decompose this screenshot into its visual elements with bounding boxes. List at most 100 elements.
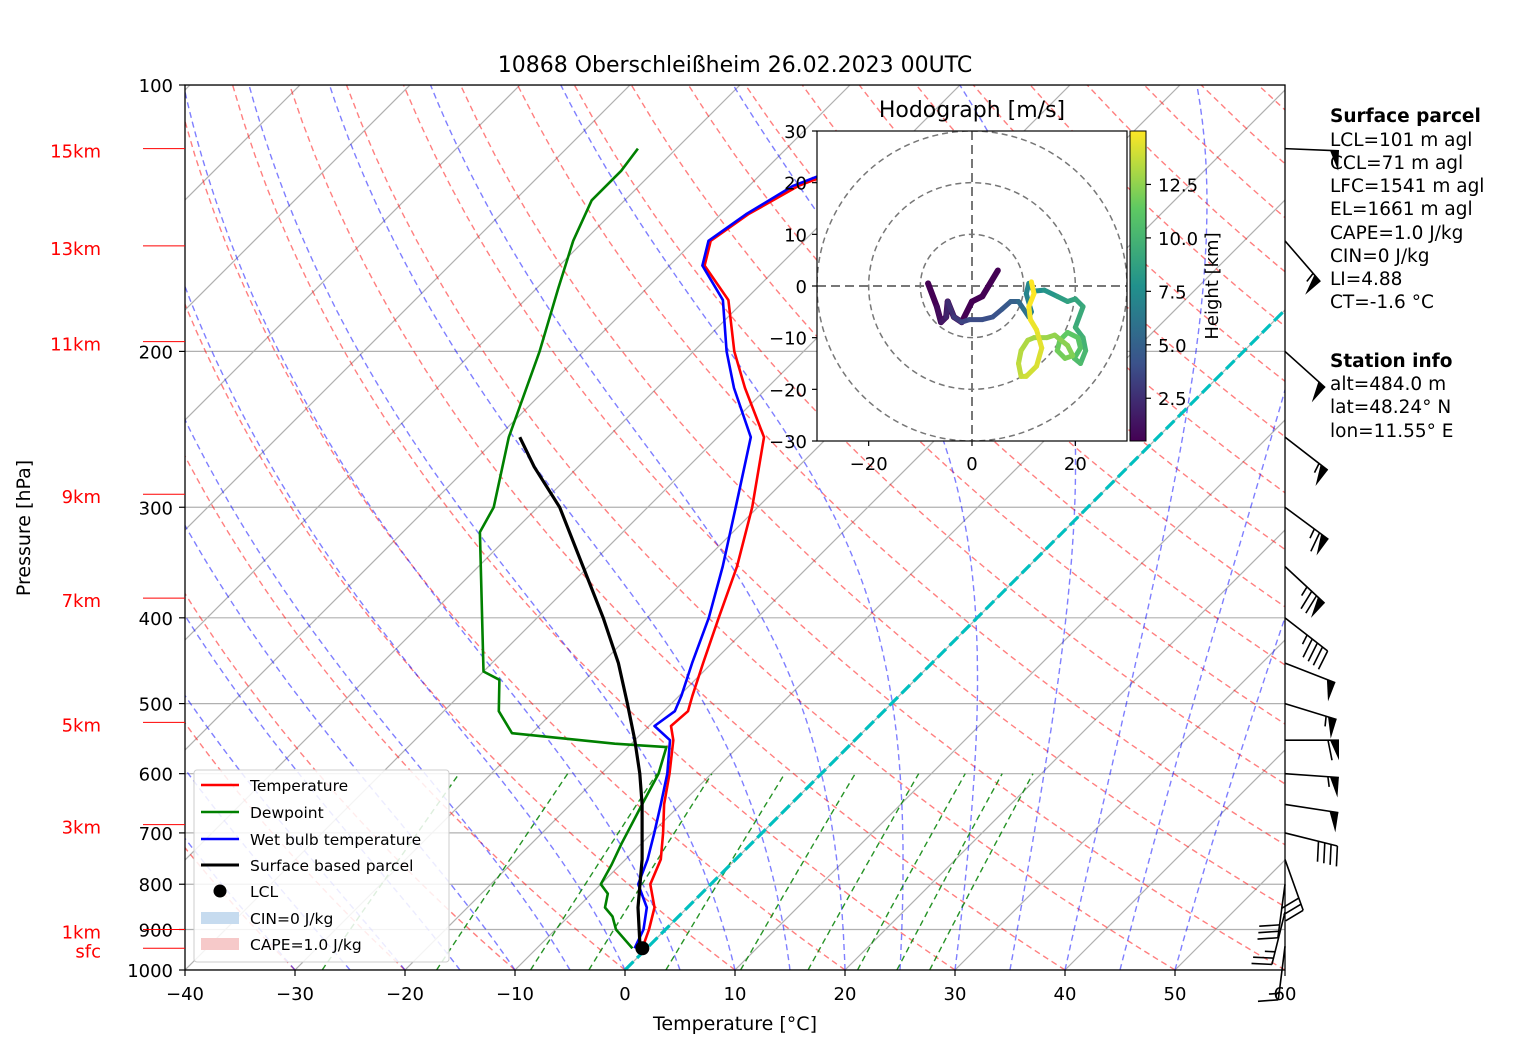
- lcl-marker-group: [635, 941, 650, 956]
- height-label: 1km: [62, 923, 101, 944]
- annotation-station-info: Station info: [1330, 351, 1452, 372]
- moist-adiabat: [185, 524, 516, 970]
- y-tick-label: 100: [139, 76, 173, 97]
- moist-adiabat: [328, 85, 791, 970]
- y-tick-label: 800: [139, 875, 173, 896]
- height-label: 5km: [62, 715, 101, 736]
- chart-title: 10868 Oberschleißheim 26.02.2023 00UTC: [498, 53, 973, 78]
- wind-barb: [1284, 350, 1326, 403]
- colorbar-tick-label: 2.5: [1158, 389, 1187, 410]
- wind-barb: [1284, 662, 1336, 702]
- wind-barb: [1284, 436, 1329, 487]
- x-tick-label: −10: [496, 984, 534, 1005]
- x-tick-label: 50: [1164, 984, 1187, 1005]
- zero-degree-isotherm: [623, 307, 1285, 970]
- wind-barb: [1284, 617, 1329, 670]
- lcl-marker: [635, 941, 650, 956]
- hodograph-y-tick-label: 30: [784, 122, 807, 143]
- legend-box: [193, 769, 450, 963]
- wind-barb: [1257, 946, 1286, 1003]
- isotherm-line: [844, 529, 1285, 970]
- x-tick-label: −30: [276, 984, 314, 1005]
- parcel-info-panel: Surface parcel LCL=101 m agl CCL=71 m ag…: [1330, 106, 1484, 442]
- hodograph-y-tick-label: −20: [769, 380, 807, 401]
- hodograph-segment: [1034, 327, 1045, 351]
- annotation-lfc: LFC=1541 m agl: [1330, 176, 1484, 197]
- annotation-el: EL=1661 m agl: [1330, 199, 1473, 220]
- mixing-ratio-line: [856, 773, 966, 970]
- hodograph-x-tick-label: 20: [1064, 454, 1087, 475]
- y-tick-label: 500: [139, 695, 173, 716]
- annotation-ccl: CCL=71 m agl: [1330, 153, 1463, 174]
- colorbar-tick-label: 5.0: [1158, 336, 1187, 357]
- hodograph-title: Hodograph [m/s]: [879, 98, 1065, 123]
- legend-label-wetbulb: Wet bulb temperature: [250, 831, 421, 849]
- annotation-ct: CT=-1.6 °C: [1330, 292, 1434, 313]
- mixing-ratio-line: [739, 773, 856, 970]
- legend-label-lcl: LCL: [250, 883, 278, 901]
- parcel-line: [518, 436, 644, 950]
- y-tick-label: 200: [139, 342, 173, 363]
- isotherm-line: [734, 419, 1285, 970]
- annotation-cin: CIN=0 J/kg: [1330, 246, 1430, 267]
- dry-adiabat: [459, 85, 1285, 908]
- height-label: 11km: [50, 335, 101, 356]
- height-label: 3km: [62, 818, 101, 839]
- x-tick-label: 10: [724, 984, 747, 1005]
- legend-entry-cape: CAPE=1.0 J/kg: [201, 936, 362, 954]
- y-tick-label: 1000: [127, 961, 173, 982]
- colorbar-tick-label: 7.5: [1158, 282, 1187, 303]
- height-label: 7km: [62, 591, 101, 612]
- dry-adiabat: [185, 454, 626, 970]
- mixing-ratio-line: [896, 773, 1003, 970]
- wind-barb: [1280, 859, 1304, 922]
- hodograph-segment: [945, 299, 957, 320]
- legend-entry-cin: CIN=0 J/kg: [201, 910, 333, 928]
- hodograph-segment: [1072, 304, 1086, 330]
- wind-barb: [1257, 884, 1286, 940]
- hodograph-segment: [1052, 332, 1071, 348]
- y-axis-label: Pressure [hPa]: [13, 460, 35, 596]
- isotherm-line: [185, 85, 521, 421]
- moist-adiabat: [185, 88, 681, 970]
- isotherm-line: [954, 639, 1285, 970]
- colorbar-tick-label: 12.5: [1158, 175, 1198, 196]
- wind-barb: [1284, 147, 1339, 171]
- x-axis-label: Temperature [°C]: [652, 1013, 817, 1035]
- hodograph-y-tick-label: −30: [769, 432, 807, 453]
- hodograph-y-tick-label: −10: [769, 329, 807, 350]
- mixing-ratio-line: [436, 773, 569, 970]
- colorbar-tick-label: 10.0: [1158, 229, 1198, 250]
- wind-barb: [1285, 739, 1339, 761]
- moist-adiabat: [1174, 615, 1285, 970]
- dry-adiabat: [288, 85, 1066, 970]
- hodograph-x-tick-label: −20: [850, 454, 888, 475]
- x-tick-label: 60: [1274, 984, 1297, 1005]
- legend-label-cin: CIN=0 J/kg: [250, 910, 333, 928]
- mixing-ratio-line: [665, 773, 786, 970]
- x-axis-ticks: −40 −30 −20 −10 0 10 20 30 40 50 60: [166, 970, 1296, 1005]
- profile-lines: [478, 144, 884, 950]
- x-tick-label: 0: [619, 984, 630, 1005]
- isotherm-line: [1064, 749, 1285, 970]
- mixing-ratio-line: [588, 773, 713, 970]
- moist-adiabat: [560, 85, 904, 970]
- height-label: sfc: [75, 941, 101, 962]
- moist-adiabat: [959, 85, 1077, 970]
- wind-barb: [1284, 240, 1321, 295]
- hodograph-segment: [1028, 279, 1037, 297]
- x-tick-label: 30: [944, 984, 967, 1005]
- dry-adiabat: [185, 302, 736, 970]
- x-tick-label: −40: [166, 984, 204, 1005]
- legend-entry-parcel: Surface based parcel: [201, 857, 413, 875]
- x-tick-label: 40: [1054, 984, 1077, 1005]
- x-tick-label: −20: [386, 984, 424, 1005]
- hodograph-y-tick-label: 0: [796, 277, 807, 298]
- hodograph-y-tick-label: 10: [784, 225, 807, 246]
- annotation-li: LI=4.88: [1330, 269, 1402, 290]
- legend-label-parcel: Surface based parcel: [250, 857, 413, 875]
- y-tick-label: 700: [139, 824, 173, 845]
- dry-adiabat: [858, 85, 1285, 494]
- moist-adiabat: [1119, 387, 1285, 970]
